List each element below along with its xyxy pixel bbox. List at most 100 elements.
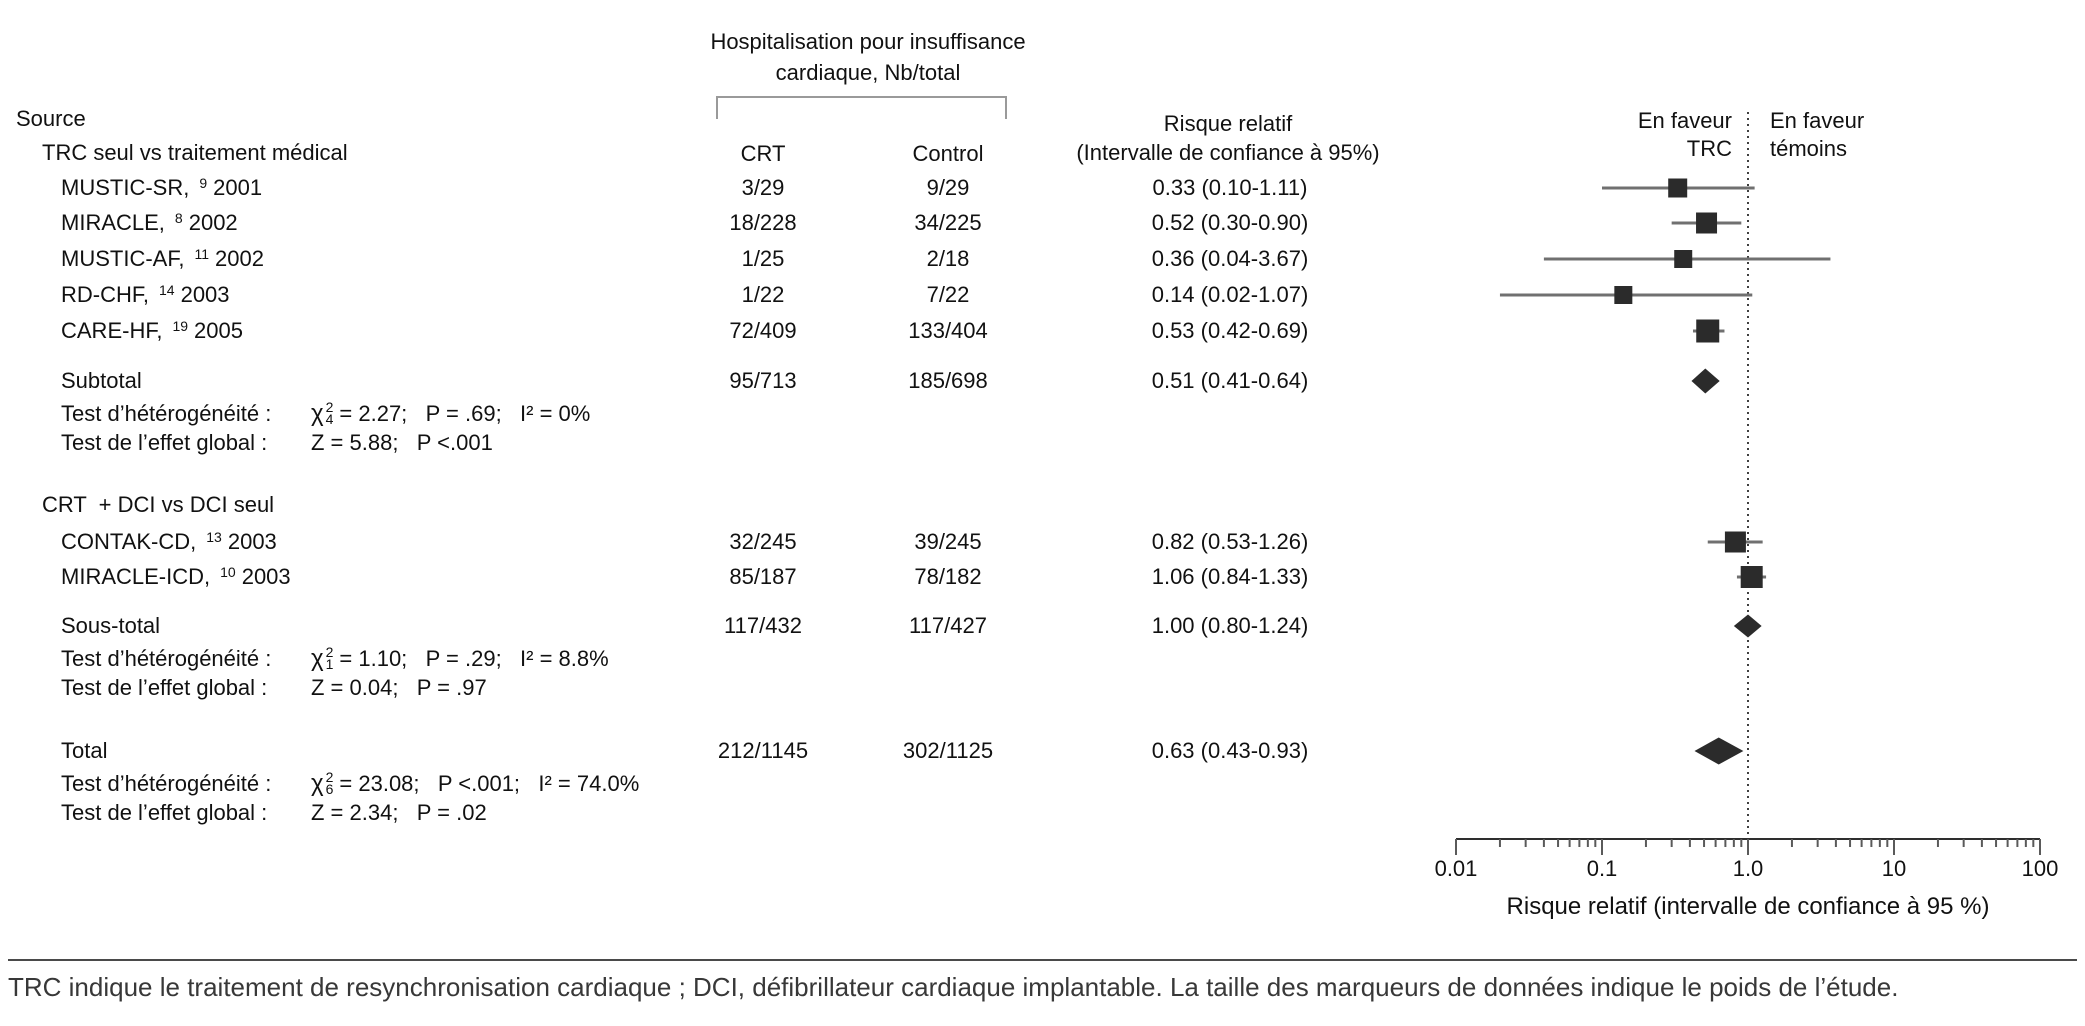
rr-column-header-line1: Risque relatif [1163,111,1293,136]
crt-value: 212/1145 [717,738,809,763]
test-statistics: Z = 0.04; P = .97 [311,675,487,700]
study-name: MUSTIC-AF, [61,246,185,271]
chi-symbol: χ [311,770,324,797]
control-value: 9/29 [926,175,970,200]
source-column-header: Source [16,106,86,131]
summary-diamond [1733,614,1762,638]
axis-tick-label: 0.01 [1434,856,1478,881]
test-label: Test d’hétérogénéité : [61,646,272,671]
control-column-header: Control [912,141,984,166]
rr-column-header-line2: (Intervalle de confiance à 95%) [1076,140,1380,165]
control-value: 302/1125 [902,738,994,763]
study-name: MIRACLE, [61,210,165,235]
study-reference-superscript: 14 [159,282,175,298]
study-year: 2001 [213,175,263,200]
column-bracket [716,96,1007,119]
summary-diamond [1691,368,1720,394]
study-row-label: MIRACLE, 8 2002 [61,208,238,240]
rr-ci-value: 1.06 (0.84-1.33) [1151,564,1309,589]
point-estimate-marker [1614,286,1633,304]
study-name: RD-CHF, [61,282,149,307]
study-reference-superscript: 19 [172,318,189,334]
study-row-label: MUSTIC-AF, 11 2002 [61,244,264,276]
study-reference-superscript: 13 [206,529,222,545]
rr-ci-value: 0.52 (0.30-0.90) [1151,210,1309,235]
test-statistics: Z = 5.88; P <.001 [311,430,493,455]
study-year: 2002 [188,210,238,235]
study-reference-superscript: 10 [220,564,236,580]
chi-symbol: χ [311,400,324,427]
total-label: Total [61,738,108,763]
study-row-label: RD-CHF, 14 2003 [61,280,230,312]
study-row-label: CARE-HF, 19 2005 [61,316,243,348]
favor-temoins-label-line1: En faveur [1770,108,1865,133]
heterogeneity-test-line: Test d’hétérogénéité : χ 2 1 = 1.10; P = .29… [61,644,609,674]
x-axis-caption: Risque relatif (intervalle de confiance … [1506,893,1990,920]
section-header: TRC seul vs traitement médical [42,140,348,165]
chi-superscript: 2 [325,399,334,416]
crt-value: 85/187 [729,564,797,589]
test-statistics: Z = 2.34; P = .02 [311,800,487,825]
axis-tick-label: 0.1 [1586,856,1618,881]
study-reference-superscript: 8 [174,210,183,226]
point-estimate-marker [1674,250,1693,268]
overall-effect-test-line: Test de l’effet global : Z = 0.04; P = .9… [61,673,487,703]
study-year: 2003 [227,529,277,554]
study-row-label: MIRACLE-ICD, 10 2003 [61,562,291,594]
control-value: 7/22 [926,282,970,307]
crt-value: 95/713 [729,368,797,393]
rr-ci-value: 1.00 (0.80-1.24) [1151,613,1309,638]
study-name: CARE-HF, [61,318,163,343]
favor-temoins-label-line2: témoins [1770,136,1848,161]
point-estimate-marker [1724,531,1746,553]
crt-column-header: CRT [740,141,786,166]
point-estimate-marker [1740,566,1763,588]
study-row-label: CONTAK-CD, 13 2003 [61,527,277,559]
crt-value: 1/22 [741,282,785,307]
study-year: 2003 [180,282,230,307]
plot-title-line2: cardiaque, Nb/total [775,60,961,85]
rr-ci-value: 0.82 (0.53-1.26) [1151,529,1309,554]
test-statistics: = 23.08; P <.001; I² = 74.0% [339,771,640,796]
chi-subscript: 1 [325,656,334,673]
study-reference-superscript: 11 [194,246,209,262]
chi-superscript: 2 [325,644,334,661]
study-name: MIRACLE-ICD, [61,564,211,589]
study-reference-superscript: 9 [199,175,208,191]
control-value: 34/225 [914,210,982,235]
control-value: 133/404 [908,318,988,343]
axis-tick-label: 100 [2021,856,2059,881]
crt-value: 3/29 [741,175,785,200]
chi-subscript: 4 [325,411,334,428]
point-estimate-marker [1696,319,1720,343]
test-label: Test de l’effet global : [61,675,268,700]
study-name: MUSTIC-SR, [61,175,190,200]
study-year: 2005 [194,318,243,343]
summary-diamond [1694,737,1744,765]
chi-subscript: 6 [325,781,334,798]
plot-title-line1: Hospitalisation pour insuffisance [710,29,1026,54]
rr-ci-value: 0.14 (0.02-1.07) [1151,282,1309,307]
footnote: TRC indique le traitement de resynchroni… [8,972,1899,1002]
test-statistics: = 1.10; P = .29; I² = 8.8% [339,646,609,671]
overall-effect-test-line: Test de l’effet global : Z = 2.34; P = .0… [61,798,487,828]
crt-value: 1/25 [741,246,785,271]
study-year: 2003 [241,564,291,589]
test-label: Test de l’effet global : [61,800,268,825]
test-statistics: = 2.27; P = .69; I² = 0% [339,401,591,426]
footer-divider [8,959,2077,961]
rr-ci-value: 0.53 (0.42-0.69) [1151,318,1309,343]
rr-ci-value: 0.33 (0.10-1.11) [1152,175,1308,200]
test-label: Test de l’effet global : [61,430,268,455]
heterogeneity-test-line: Test d’hétérogénéité : χ 2 4 = 2.27; P = .69… [61,399,590,429]
point-estimate-marker [1668,178,1688,198]
axis-tick-label: 1.0 [1732,856,1764,881]
crt-value: 18/228 [729,210,797,235]
overall-effect-test-line: Test de l’effet global : Z = 5.88; P <.00… [61,428,493,458]
study-year: 2002 [215,246,264,271]
